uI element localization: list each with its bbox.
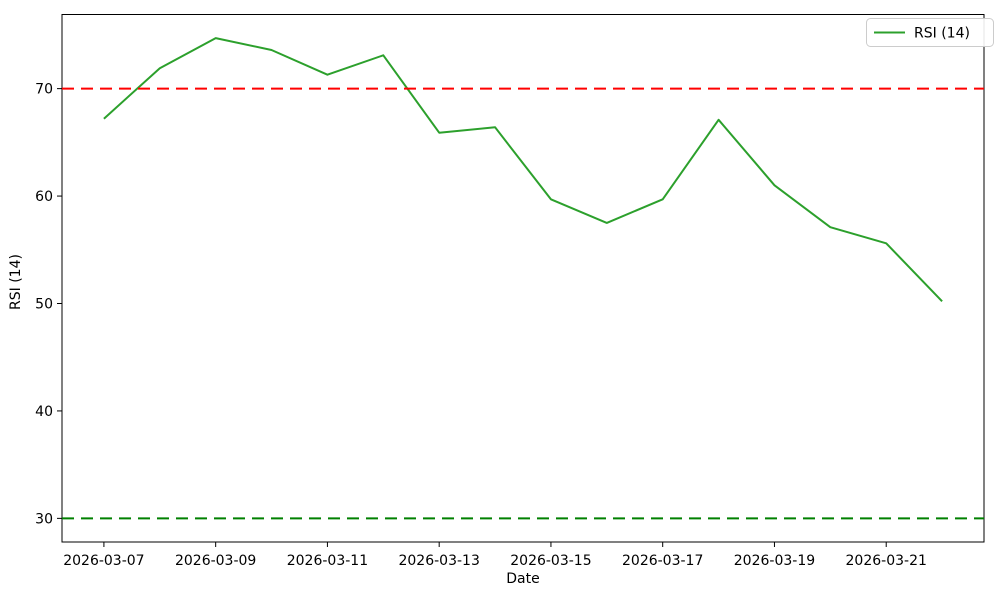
y-axis-label: RSI (14) (8, 254, 24, 310)
x-tick-label: 2026-03-21 (846, 553, 927, 569)
x-tick-label: 2026-03-19 (734, 553, 815, 569)
x-tick-label: 2026-03-17 (622, 553, 703, 569)
x-tick-label: 2026-03-07 (63, 553, 144, 569)
y-tick-label: 30 (35, 511, 53, 527)
rsi-line (103, 37, 943, 302)
y-tick-label: 50 (35, 296, 53, 312)
y-tick-label: 70 (35, 82, 53, 98)
legend-frame (866, 18, 994, 47)
legend: RSI (14) (866, 18, 994, 47)
y-axis-ticks: 30 40 50 60 70 (35, 82, 62, 527)
threshold-lines (62, 87, 984, 520)
x-tick-label: 2026-03-11 (287, 553, 368, 569)
plot-border (61, 14, 985, 543)
legend-label: RSI (14) (914, 26, 970, 42)
y-tick-label: 40 (35, 404, 53, 420)
x-axis-ticks: 2026-03-07 2026-03-09 2026-03-11 2026-03-13… (63, 542, 927, 569)
x-tick-label: 2026-03-15 (510, 553, 591, 569)
y-tick-label: 60 (35, 189, 53, 205)
x-tick-label: 2026-03-13 (398, 553, 479, 569)
x-axis-label: Date (506, 571, 539, 587)
x-tick-label: 2026-03-09 (175, 553, 256, 569)
